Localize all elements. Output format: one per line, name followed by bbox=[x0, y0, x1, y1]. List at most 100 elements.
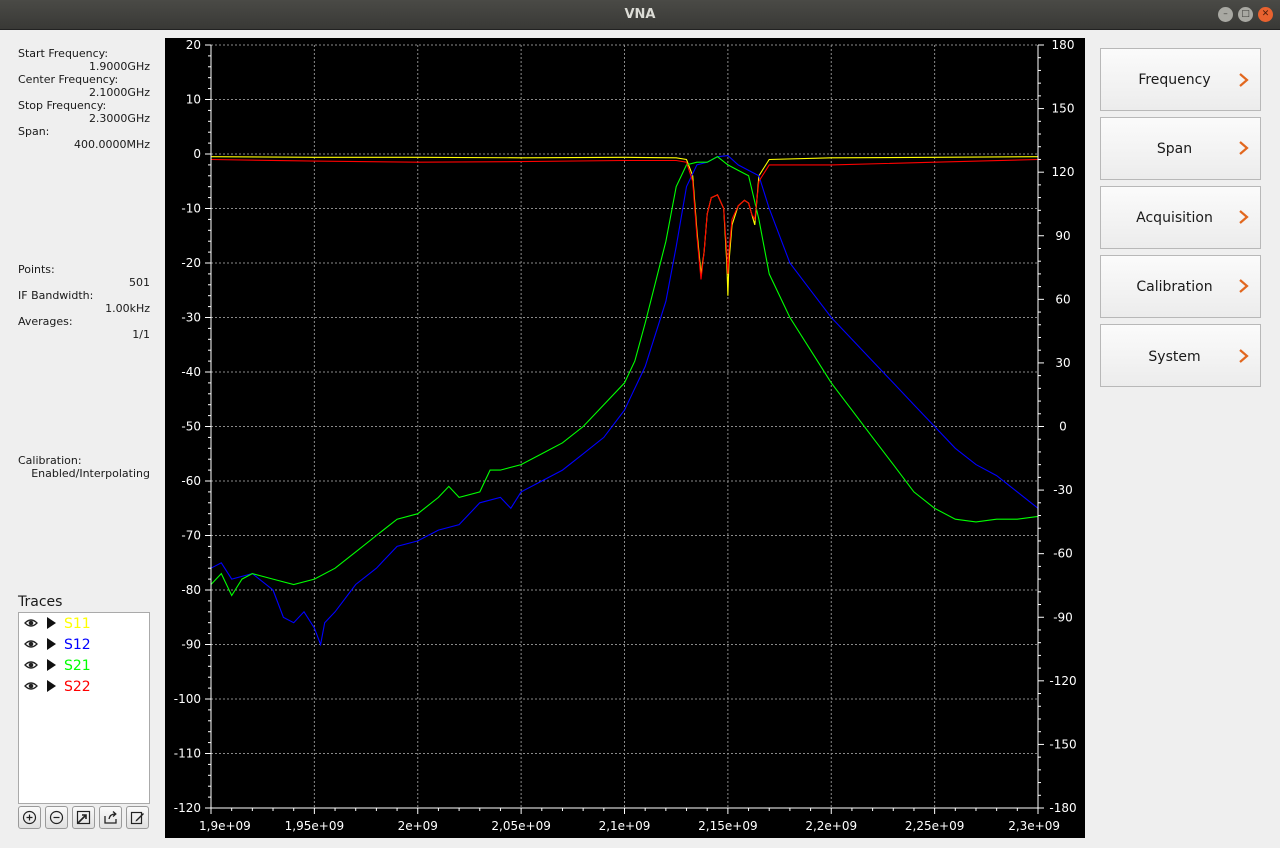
calibration-info: Calibration: Enabled/Interpolating bbox=[18, 454, 150, 480]
sparam-chart[interactable]: 20 10 0 -10 -20 -30 -40 -50 -60 -70 -80 -90 -100 -110… bbox=[165, 38, 1085, 838]
y-tick-label-left: -70 bbox=[181, 529, 201, 543]
y-tick-label-left: 10 bbox=[186, 93, 201, 107]
chevron-right-icon bbox=[1239, 141, 1249, 155]
y-tick-label-right: 180 bbox=[1052, 38, 1075, 52]
chevron-right-icon bbox=[1239, 279, 1249, 293]
trace-line-s12 bbox=[210, 155, 1039, 647]
close-icon[interactable]: ✕ bbox=[1258, 7, 1273, 22]
center-frequency-label: Center Frequency: bbox=[18, 73, 119, 86]
trace-name: S12 bbox=[64, 637, 91, 653]
menu-label: Calibration bbox=[1136, 279, 1213, 295]
menu-calibration-button[interactable]: Calibration bbox=[1100, 255, 1261, 318]
x-tick-label: 2,3e+09 bbox=[1008, 819, 1060, 833]
y-tick-label-left: -80 bbox=[181, 583, 201, 597]
add-trace-button[interactable] bbox=[18, 806, 41, 829]
y-tick-label-right: -90 bbox=[1053, 610, 1073, 624]
start-frequency-label: Start Frequency: bbox=[18, 47, 109, 60]
start-frequency-value: 1.9000GHz bbox=[88, 60, 150, 73]
span-label: Span: bbox=[18, 125, 50, 138]
x-tick-label: 2,25e+09 bbox=[905, 819, 964, 833]
acquisition-info: Points: 501 IF Bandwidth: 1.00kHz Averag… bbox=[18, 263, 150, 341]
y-tick-label-right: 150 bbox=[1052, 102, 1075, 116]
remove-icon bbox=[49, 810, 64, 825]
sparam-plot[interactable]: 20 10 0 -10 -20 -30 -40 -50 -60 -70 -80 -90 -100 -110… bbox=[165, 38, 1085, 838]
y-tick-label-right: 120 bbox=[1052, 165, 1075, 179]
y-tick-label-right: -150 bbox=[1049, 737, 1076, 751]
y-tick-label-right: 30 bbox=[1055, 356, 1070, 370]
y-tick-label-left: -120 bbox=[174, 801, 201, 815]
trace-row-s12[interactable]: S12 bbox=[19, 636, 149, 654]
menu-label: Acquisition bbox=[1136, 210, 1213, 226]
menu-system-button[interactable]: System bbox=[1100, 324, 1261, 387]
window-titlebar: VNA – □ ✕ bbox=[0, 0, 1280, 30]
minimize-icon[interactable]: – bbox=[1218, 7, 1233, 22]
menu-frequency-button[interactable]: Frequency bbox=[1100, 48, 1261, 111]
eye-icon[interactable] bbox=[24, 637, 38, 651]
calibration-value: Enabled/Interpolating bbox=[31, 467, 150, 480]
expand-icon[interactable] bbox=[46, 617, 56, 629]
add-icon bbox=[22, 810, 37, 825]
stop-frequency-label: Stop Frequency: bbox=[18, 99, 107, 112]
if-bandwidth-label: IF Bandwidth: bbox=[18, 289, 94, 302]
eye-icon[interactable] bbox=[24, 616, 38, 630]
chevron-right-icon bbox=[1239, 349, 1249, 363]
trace-row-s11[interactable]: S11 bbox=[19, 615, 149, 633]
y-tick-label-right: -30 bbox=[1053, 483, 1073, 497]
edit-icon bbox=[130, 811, 144, 825]
y-tick-label-right: 90 bbox=[1055, 229, 1070, 243]
y-tick-label-left: -100 bbox=[174, 692, 201, 706]
trace-row-s22[interactable]: S22 bbox=[19, 678, 149, 696]
center-frequency-value: 2.1000GHz bbox=[88, 86, 150, 99]
if-bandwidth-value: 1.00kHz bbox=[105, 302, 150, 315]
trace-name: S11 bbox=[64, 616, 91, 632]
export-trace-button[interactable] bbox=[99, 806, 122, 829]
y-tick-label-left: -20 bbox=[181, 256, 201, 270]
x-tick-label: 2,05e+09 bbox=[491, 819, 550, 833]
edit-markers-button[interactable] bbox=[72, 806, 95, 829]
traces-list: S11 S12 S21 S22 bbox=[18, 612, 150, 804]
points-label: Points: bbox=[18, 263, 55, 276]
stop-frequency-value: 2.3000GHz bbox=[88, 112, 150, 125]
menu-label: System bbox=[1148, 349, 1201, 365]
points-value: 501 bbox=[129, 276, 150, 289]
averages-value: 1/1 bbox=[132, 328, 150, 341]
trace-name: S22 bbox=[64, 679, 91, 695]
y-tick-label-left: -110 bbox=[174, 747, 201, 761]
trace-name: S21 bbox=[64, 658, 91, 674]
eye-icon[interactable] bbox=[24, 679, 38, 693]
y-tick-label-left: 0 bbox=[193, 147, 201, 161]
menu-label: Frequency bbox=[1138, 72, 1211, 88]
remove-trace-button[interactable] bbox=[45, 806, 68, 829]
y-tick-label-left: -10 bbox=[181, 202, 201, 216]
expand-icon[interactable] bbox=[46, 659, 56, 671]
y-tick-label-left: -40 bbox=[181, 365, 201, 379]
maximize-icon[interactable]: □ bbox=[1238, 7, 1253, 22]
eye-icon[interactable] bbox=[24, 658, 38, 672]
x-tick-label: 1,9e+09 bbox=[199, 819, 251, 833]
y-tick-label-right: -60 bbox=[1053, 547, 1073, 561]
trace-line-s21 bbox=[210, 156, 1039, 597]
y-tick-label-left: 20 bbox=[186, 38, 201, 52]
traces-title: Traces bbox=[18, 594, 63, 610]
trace-row-s21[interactable]: S21 bbox=[19, 657, 149, 675]
x-tick-label: 2,15e+09 bbox=[698, 819, 757, 833]
y-tick-label-right: -180 bbox=[1049, 801, 1076, 815]
x-tick-label: 2,1e+09 bbox=[599, 819, 651, 833]
edit-markers-icon bbox=[76, 810, 91, 825]
y-tick-label-left: -60 bbox=[181, 474, 201, 488]
chevron-right-icon bbox=[1239, 73, 1249, 87]
expand-icon[interactable] bbox=[46, 680, 56, 692]
y-tick-label-left: -90 bbox=[181, 638, 201, 652]
menu-label: Span bbox=[1156, 141, 1193, 157]
edit-trace-button[interactable] bbox=[126, 806, 149, 829]
menu-acquisition-button[interactable]: Acquisition bbox=[1100, 186, 1261, 249]
y-tick-label-left: -50 bbox=[181, 420, 201, 434]
x-tick-label: 2,2e+09 bbox=[805, 819, 857, 833]
y-tick-label-right: 0 bbox=[1059, 420, 1067, 434]
sweep-info: Start Frequency: 1.9000GHz Center Freque… bbox=[18, 47, 150, 151]
calibration-label: Calibration: bbox=[18, 454, 82, 467]
expand-icon[interactable] bbox=[46, 638, 56, 650]
x-tick-label: 2e+09 bbox=[398, 819, 438, 833]
y-tick-label-right: 60 bbox=[1055, 292, 1070, 306]
menu-span-button[interactable]: Span bbox=[1100, 117, 1261, 180]
